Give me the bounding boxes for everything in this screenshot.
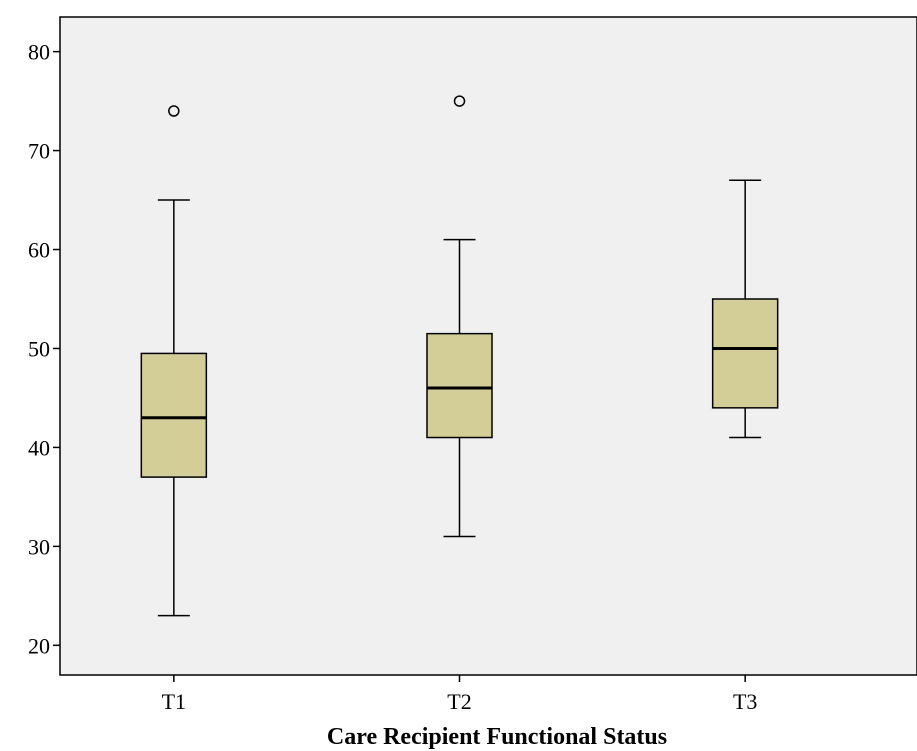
x-tick-label: T1 (162, 689, 186, 714)
outlier-point (453, 95, 466, 107)
y-tick-label: 20 (28, 633, 50, 658)
y-tick-label: 50 (28, 336, 50, 361)
iqr-box (140, 352, 208, 478)
box-t3 (711, 179, 779, 439)
y-tick-label: 30 (28, 534, 50, 559)
y-axis: 20 30 40 50 60 70 80 (28, 40, 60, 658)
boxes (140, 95, 779, 617)
iqr-box (711, 298, 779, 409)
outlier-point (168, 105, 180, 117)
iqr-box (426, 332, 493, 439)
y-tick-label: 60 (28, 238, 50, 263)
y-tick-label: 40 (28, 435, 50, 460)
box-t2 (426, 95, 493, 538)
y-tick-label: 70 (28, 139, 50, 164)
box-t1 (140, 105, 208, 617)
x-axis-title: Care Recipient Functional Status (327, 724, 667, 750)
x-axis: T1 T2 T3 (162, 675, 757, 714)
x-tick-label: T3 (733, 689, 757, 714)
y-tick-label: 80 (28, 40, 50, 65)
x-tick-label: T2 (447, 689, 471, 714)
